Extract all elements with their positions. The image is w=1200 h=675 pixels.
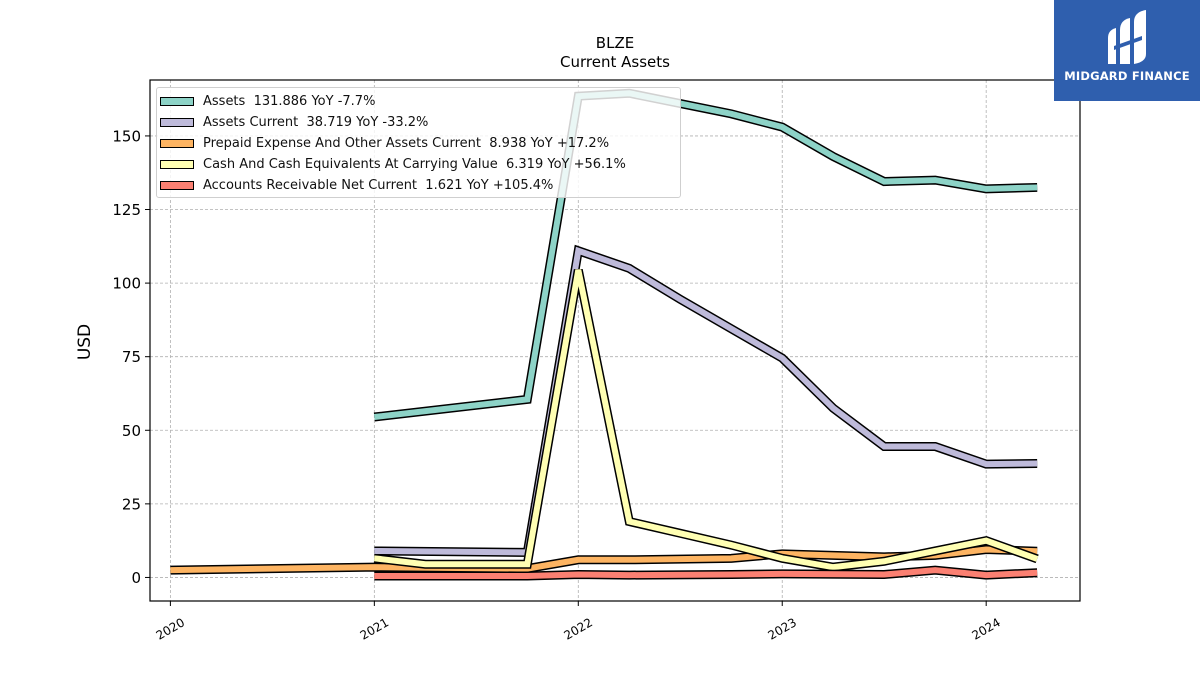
y-axis-label: USD [75, 324, 95, 360]
x-tick-label: 2021 [358, 615, 391, 642]
x-tick-label: 2020 [154, 615, 187, 642]
legend-item: Assets 131.886 YoY -7.7% [157, 91, 375, 111]
plot-frame [149, 79, 1081, 602]
legend-label: Accounts Receivable Net Current 1.621 Yo… [203, 177, 554, 193]
legend-swatch [160, 96, 194, 106]
y-tick-label: 0 [131, 569, 141, 587]
y-tick-label: 150 [112, 127, 141, 145]
series-line [373, 269, 1039, 571]
legend-item: Prepaid Expense And Other Assets Current… [157, 133, 609, 153]
y-tick-label: 75 [122, 348, 141, 366]
legend-label: Assets Current 38.719 YoY -33.2% [203, 114, 429, 130]
legend-item: Accounts Receivable Net Current 1.621 Yo… [157, 175, 553, 195]
chart-title: BLZE [596, 34, 634, 52]
legend-swatch [160, 159, 194, 169]
chart-legend: Assets 131.886 YoY -7.7% Assets Current 3… [156, 87, 681, 198]
legend-swatch [160, 138, 194, 148]
legend-item: Assets Current 38.719 YoY -33.2% [157, 112, 428, 132]
legend-item: Cash And Cash Equivalents At Carrying Va… [157, 154, 626, 174]
y-tick-label: 50 [122, 422, 141, 440]
y-tick-label: 25 [122, 495, 141, 513]
legend-label: Prepaid Expense And Other Assets Current… [203, 135, 610, 151]
series-3 [373, 268, 1039, 572]
x-tick-label: 2024 [969, 615, 1002, 642]
series-line [374, 567, 1038, 579]
legend-label: Cash And Cash Equivalents At Carrying Va… [203, 156, 626, 172]
legend-swatch [160, 180, 194, 190]
x-tick-label: 2023 [766, 615, 799, 642]
legend-label: Assets 131.886 YoY -7.7% [203, 93, 376, 109]
x-tick-label: 2022 [562, 615, 595, 642]
midgard-logo-icon [1108, 10, 1146, 64]
series-4 [374, 565, 1038, 581]
legend-swatch [160, 117, 194, 127]
chart-subtitle: Current Assets [560, 53, 670, 71]
brand-logo: MIDGARD FINANCE [1054, 0, 1200, 101]
logo-text: MIDGARD FINANCE [1064, 69, 1190, 83]
y-tick-label: 125 [112, 201, 141, 219]
y-tick-label: 100 [112, 275, 141, 293]
